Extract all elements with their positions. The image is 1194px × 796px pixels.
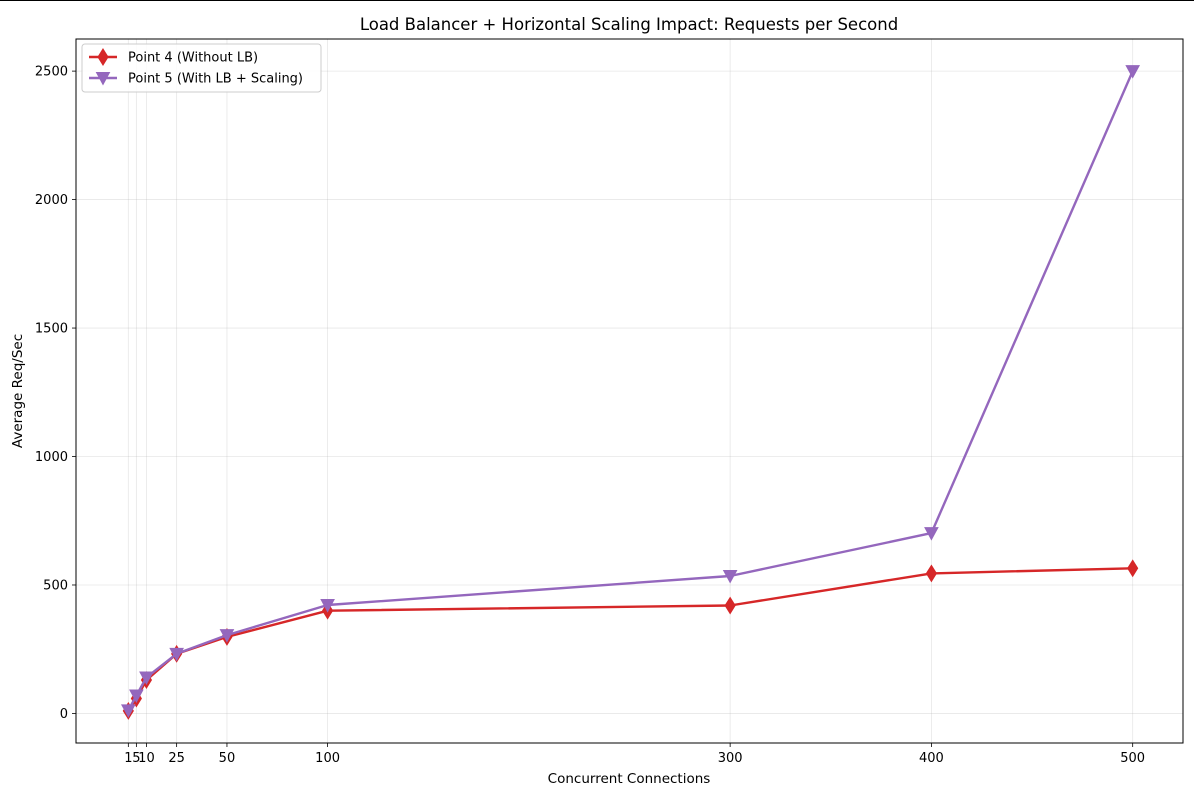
axis-ticks: 1 510 25 50 100 300 400 500 0 500 1000 1500 2000 2500 bbox=[35, 65, 1145, 766]
series-2 bbox=[120, 65, 1141, 718]
x-tick-label: 500 bbox=[1120, 751, 1145, 766]
series-line bbox=[127, 69, 1134, 712]
top-border bbox=[0, 0, 1194, 1]
x-tick-label: 300 bbox=[718, 751, 743, 766]
legend-box bbox=[81, 43, 322, 93]
y-tick-label: 1500 bbox=[35, 322, 68, 337]
data-point bbox=[219, 629, 235, 643]
data-point bbox=[120, 704, 136, 718]
x-tick-label: 5 bbox=[132, 751, 140, 766]
y-tick-label: 2000 bbox=[35, 193, 68, 208]
series-line bbox=[127, 567, 1134, 713]
legend: Point 4 (Without LB) Point 5 (With LB + S… bbox=[81, 43, 322, 93]
y-axis-label: Average Req/Sec bbox=[10, 334, 26, 448]
y-tick-label: 1000 bbox=[35, 450, 68, 465]
x-tick-label: 50 bbox=[219, 751, 236, 766]
data-point bbox=[1125, 65, 1141, 79]
data-point bbox=[722, 569, 738, 584]
data-point bbox=[724, 596, 736, 615]
y-tick-label: 500 bbox=[43, 578, 68, 593]
y-tick-label: 2500 bbox=[35, 65, 68, 80]
plot-area-frame bbox=[75, 38, 1184, 744]
x-axis-label: Concurrent Connections bbox=[548, 771, 711, 787]
data-point bbox=[924, 527, 939, 541]
data-point bbox=[169, 647, 184, 662]
legend-marker bbox=[95, 72, 111, 86]
legend-marker bbox=[97, 48, 109, 66]
legend-label: Point 5 (With LB + Scaling) bbox=[128, 72, 303, 87]
series-layer bbox=[120, 65, 1141, 720]
chart-title: Load Balancer + Horizontal Scaling Impac… bbox=[360, 15, 898, 34]
legend-label: Point 4 (Without LB) bbox=[128, 51, 258, 66]
data-point bbox=[925, 564, 937, 583]
data-point bbox=[139, 671, 154, 686]
data-point bbox=[129, 689, 144, 704]
grid bbox=[76, 39, 1183, 743]
y-tick-label: 0 bbox=[60, 707, 68, 722]
data-point bbox=[1127, 559, 1139, 578]
data-point bbox=[320, 599, 335, 613]
x-tick-label: 100 bbox=[315, 751, 340, 766]
legend-item: Point 5 (With LB + Scaling) bbox=[89, 72, 303, 87]
x-tick-label: 1 bbox=[124, 751, 132, 766]
legend-item: Point 4 (Without LB) bbox=[89, 48, 258, 66]
x-tick-label: 10 bbox=[138, 751, 155, 766]
x-tick-label: 400 bbox=[919, 751, 944, 766]
x-tick-label: 25 bbox=[168, 751, 185, 766]
